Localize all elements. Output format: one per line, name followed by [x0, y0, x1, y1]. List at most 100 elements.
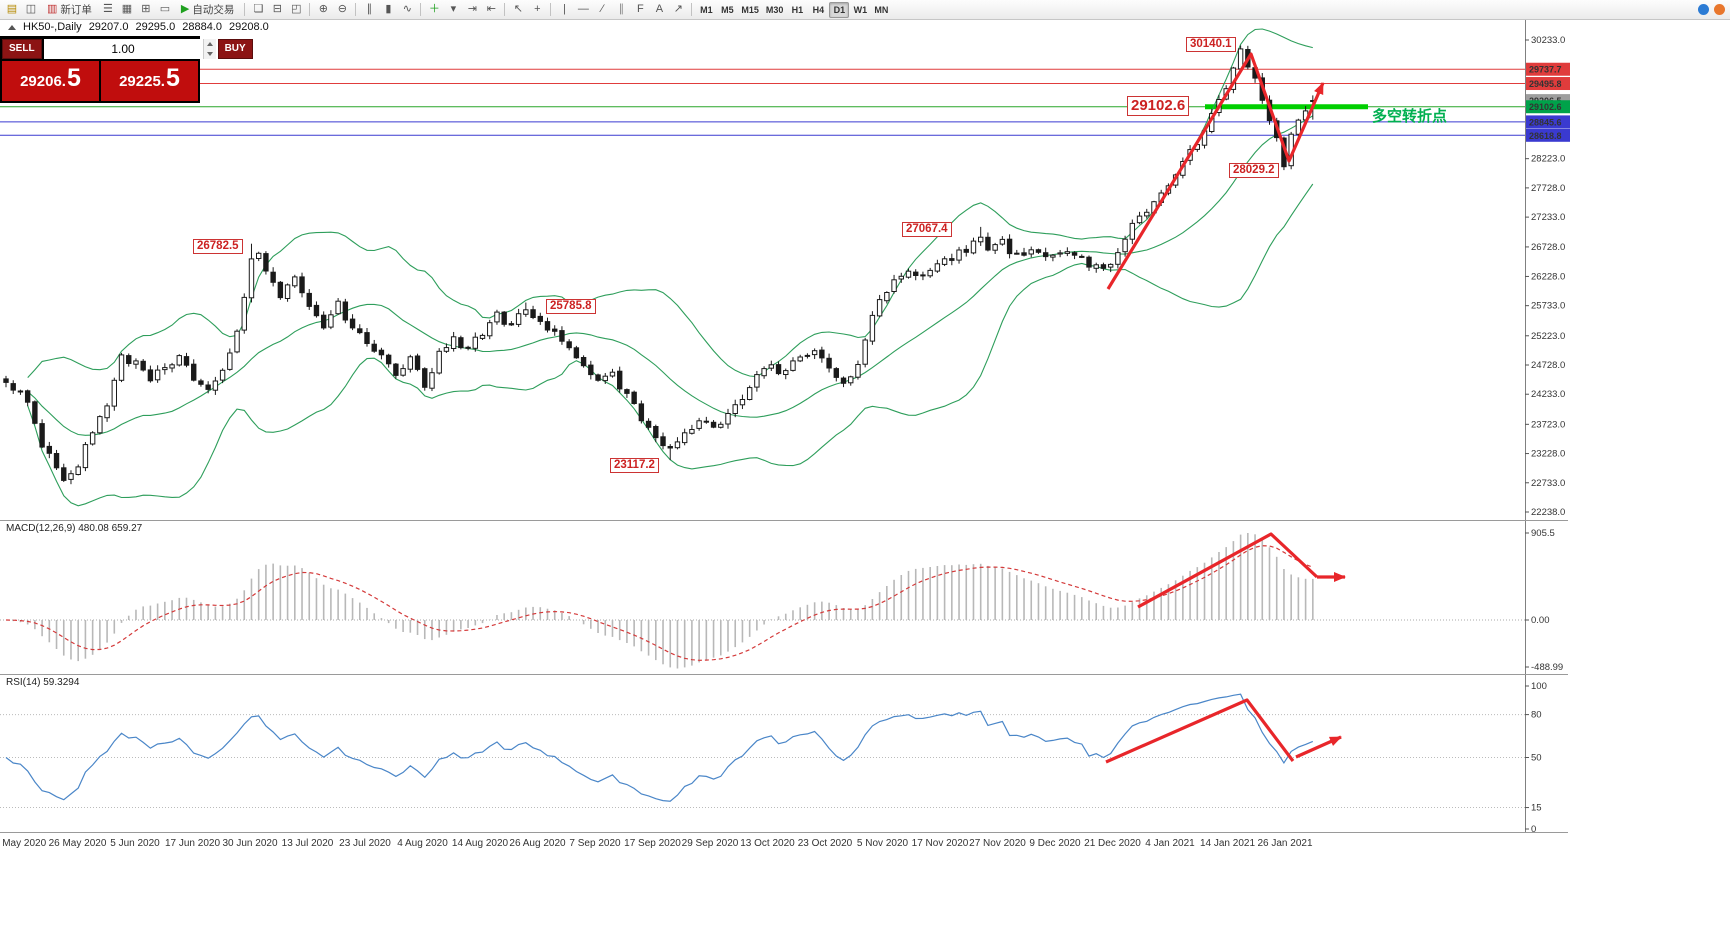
trend-arrow[interactable] [1295, 735, 1342, 759]
trend-arrow[interactable] [1137, 532, 1319, 609]
toolbar-separator [420, 3, 422, 16]
new-chart-icon[interactable]: ▤ [3, 2, 21, 18]
sell-button[interactable]: SELL [2, 38, 42, 59]
terminal-icon[interactable]: ▭ [156, 2, 174, 18]
volume-decrement-button[interactable] [204, 49, 216, 59]
trend-arrow[interactable] [1105, 698, 1295, 764]
arrange-windows-icon[interactable]: ◰ [287, 2, 305, 18]
new-order-glyph: ▥ [47, 3, 58, 15]
price-tick-label: 23228.0 [1531, 449, 1565, 460]
price-tick-label: 28223.0 [1531, 154, 1565, 165]
chart-shift-icon[interactable]: ⇤ [482, 2, 500, 18]
macd-axis-label: 905.5 [1531, 528, 1555, 539]
timeframe-w1-button[interactable]: W1 [850, 2, 870, 18]
trend-arrow[interactable] [1106, 52, 1325, 290]
date-tick-label: 9 Dec 2020 [1029, 838, 1081, 849]
price-tick-label: 26728.0 [1531, 242, 1565, 253]
chart-shift-icon-glyph: ⇤ [486, 3, 496, 15]
price-tick-label: 30233.0 [1531, 35, 1565, 46]
community-icon[interactable] [1698, 4, 1709, 15]
horizontal-lines-layer [0, 68, 1525, 136]
date-tick-label: 5 Nov 2020 [857, 838, 909, 849]
price-tick-label: 26228.0 [1531, 271, 1565, 282]
new-order-button[interactable]: ▥ 新订单 [41, 2, 98, 18]
sell-price-button[interactable]: 29206. 5 [2, 61, 99, 101]
data-window-icon-glyph: ▦ [121, 3, 133, 15]
text-label-icon[interactable]: A [650, 2, 668, 18]
volume-increment-button[interactable] [204, 39, 216, 49]
date-tick-label: 4 Jan 2021 [1145, 838, 1195, 849]
candlestick-chart-icon[interactable]: ▮ [379, 2, 397, 18]
zoom-out-icon[interactable]: ⊖ [333, 2, 351, 18]
toolbar-separator [244, 3, 246, 16]
trendline-icon[interactable]: ∕ [593, 2, 611, 18]
price-tag-label: 28845.6 [1529, 117, 1562, 127]
high-value: 29295.0 [135, 21, 176, 33]
timeframe-h4-button[interactable]: H4 [808, 2, 828, 18]
market-watch-icon[interactable]: ☰ [99, 2, 117, 18]
new-order-button-label: 新订单 [60, 4, 92, 16]
price-tick-label: 27728.0 [1531, 183, 1565, 194]
volume-input[interactable] [43, 38, 203, 59]
zoom-in-icon[interactable]: ⊕ [314, 2, 332, 18]
timeframe-m30-button[interactable]: M30 [763, 2, 787, 18]
timeframe-h1-button[interactable]: H1 [787, 2, 807, 18]
bar-chart-icon[interactable]: ∥ [360, 2, 378, 18]
autotrade-button[interactable]: ▶ 自动交易 [175, 2, 240, 18]
collapse-panel-icon[interactable] [8, 24, 16, 30]
rsi-axis-label: 100 [1531, 681, 1547, 692]
auto-scroll-icon[interactable]: ⇥ [463, 2, 481, 18]
trendline-icon-glyph: ∕ [601, 3, 604, 15]
vertical-line-icon[interactable]: | [555, 2, 573, 18]
macd-axis-label: -488.99 [1531, 662, 1563, 673]
indicators-add-icon[interactable]: ＋ [425, 2, 443, 18]
date-tick-label: 5 Jun 2020 [110, 838, 160, 849]
chart-profiles-icon[interactable]: ◫ [22, 2, 40, 18]
vertical-line-icon-glyph: | [562, 3, 566, 15]
cascade-windows-icon[interactable]: ❏ [249, 2, 267, 18]
date-tick-label: 17 Nov 2020 [912, 838, 969, 849]
buy-price-button[interactable]: 29225. 5 [101, 61, 198, 101]
data-window-icon[interactable]: ▦ [118, 2, 136, 18]
buy-button[interactable]: BUY [217, 38, 253, 59]
macd-indicator-label: MACD(12,26,9) 480.08 659.27 [6, 523, 143, 534]
equidistant-channel-icon[interactable]: ∥ [612, 2, 630, 18]
sell-price-main: 29206. [20, 72, 66, 90]
fibonacci-icon[interactable]: F [631, 2, 649, 18]
timeframe-m5-button[interactable]: M5 [717, 2, 737, 18]
date-tick-label: 13 Oct 2020 [740, 838, 795, 849]
crosshair-icon[interactable]: + [528, 2, 546, 18]
bollinger-upper-line [27, 28, 1313, 378]
rsi-axis-label: 0 [1531, 824, 1536, 835]
cursor-icon[interactable]: ↖ [509, 2, 527, 18]
symbol-period-label: HK50-,Daily [23, 21, 82, 33]
timeframe-m1-button[interactable]: M1 [696, 2, 716, 18]
toolbar-separator [691, 3, 693, 16]
chart-profiles-icon-glyph: ◫ [25, 3, 37, 15]
navigator-icon[interactable]: ⊞ [137, 2, 155, 18]
up-arrow-icon [206, 41, 213, 46]
horizontal-line-icon[interactable]: — [574, 2, 592, 18]
terminal-icon-glyph: ▭ [159, 3, 171, 15]
price-tag-label: 28618.8 [1529, 131, 1562, 141]
price-tag-label: 29737.7 [1529, 65, 1562, 75]
timeframe-mn-button[interactable]: MN [871, 2, 891, 18]
timeframe-d1-button[interactable]: D1 [829, 1, 850, 18]
arrows-layer [1105, 52, 1346, 764]
indicators-add-icon-glyph: ＋ [428, 3, 440, 15]
indicators-dropdown-icon[interactable]: ▾ [444, 2, 462, 18]
tile-windows-icon[interactable]: ⊟ [268, 2, 286, 18]
arrange-windows-icon-glyph: ◰ [291, 3, 302, 15]
toolbar-separator [504, 3, 506, 16]
fibonacci-icon-glyph: F [637, 3, 644, 15]
arrows-tool-icon[interactable]: ↗ [669, 2, 687, 18]
line-chart-icon[interactable]: ∿ [398, 2, 416, 18]
notifications-icon[interactable] [1714, 4, 1725, 15]
date-tick-label: 14 Aug 2020 [452, 838, 509, 849]
date-tick-label: 8 May 2020 [0, 838, 47, 849]
cursor-icon-glyph: ↖ [513, 3, 523, 15]
pivot-point-label: 多空转折点 [1372, 108, 1448, 125]
timeframe-m15-button[interactable]: M15 [738, 2, 762, 18]
